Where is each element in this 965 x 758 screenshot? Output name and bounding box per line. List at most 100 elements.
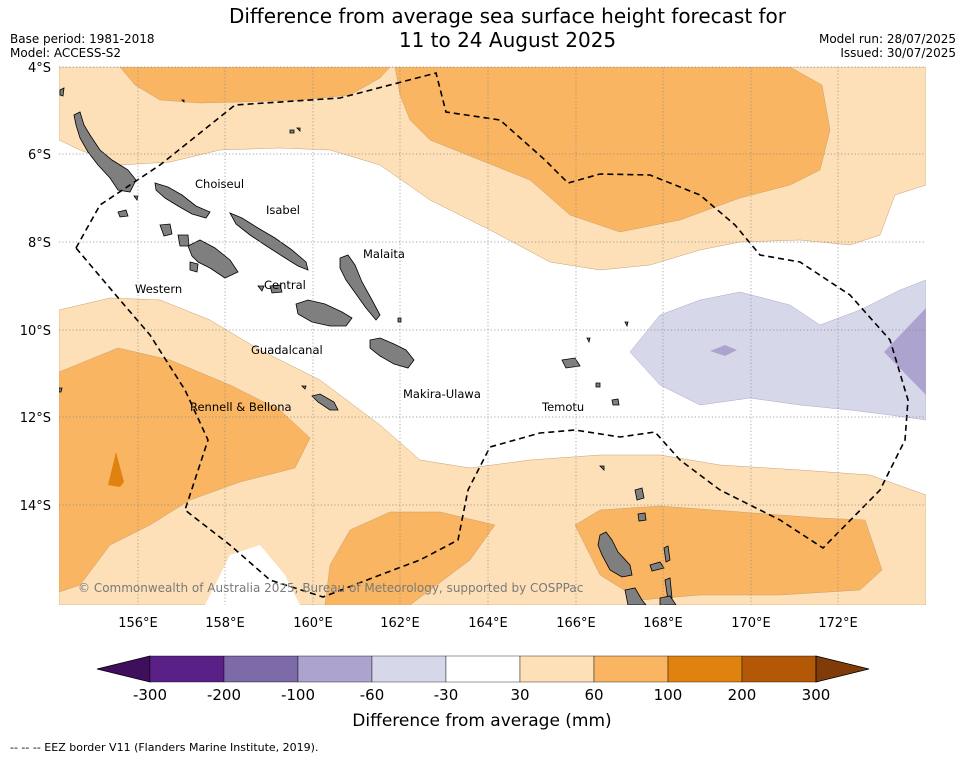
island-north-tiny-1 — [181, 99, 185, 103]
contour-neg60-small — [710, 345, 737, 356]
island-north-tiny-3 — [296, 127, 301, 132]
gridlines — [59, 66, 926, 605]
contour-100-north-west — [119, 67, 391, 104]
island-makira — [369, 337, 415, 369]
lat-tick: 6°S — [28, 148, 51, 163]
lon-tick: 168°E — [643, 616, 683, 631]
island-newgeorgia — [187, 239, 239, 279]
colorbar-tick-label: 200 — [728, 686, 757, 704]
lon-tick: 158°E — [205, 616, 245, 631]
island-tikopia — [595, 382, 601, 388]
colorbar — [96, 655, 870, 683]
island-guadalcanal — [295, 299, 353, 327]
label-guadalcanal: Guadalcanal — [251, 343, 323, 357]
colorbar-segment — [741, 655, 817, 683]
island-reef-1 — [586, 337, 591, 344]
colorbar-extend-high — [815, 655, 870, 683]
land-masses — [59, 87, 677, 605]
island-shortland — [117, 209, 129, 218]
colorbar-tick-label: 60 — [584, 686, 603, 704]
lat-tick: 8°S — [28, 236, 51, 251]
lon-tick: 156°E — [118, 616, 158, 631]
colorbar-tick-label: -200 — [207, 686, 241, 704]
island-buka — [59, 87, 65, 97]
lon-tick: 172°E — [818, 616, 858, 631]
island-malekula — [624, 587, 647, 605]
colorbar-tick-label: 300 — [802, 686, 831, 704]
island-small-west-2 — [301, 385, 307, 390]
colorbar-segment — [223, 655, 299, 683]
island-rennell — [311, 393, 339, 411]
label-temotu: Temotu — [541, 400, 584, 414]
contour-200-south-west — [108, 452, 124, 487]
contour-100-south-east — [574, 505, 883, 601]
island-sikaiana — [397, 317, 402, 323]
latitude-axis: 4°S 6°S 8°S 10°S 12°S 14°S — [20, 61, 51, 514]
contour-100-north-east — [394, 67, 831, 233]
contour-100-south-west — [59, 347, 311, 593]
colorbar-tick-label: -100 — [281, 686, 315, 704]
label-western: Western — [135, 282, 182, 296]
island-russell — [257, 285, 265, 292]
island-pentecost — [663, 545, 671, 563]
place-labels: Choiseul Isabel Malaita Western Central … — [135, 177, 584, 414]
model-run-text: Model run: 28/07/2025 — [818, 32, 956, 46]
label-rennell-bellona: Rennell & Bellona — [190, 400, 292, 414]
island-bougainville — [73, 111, 137, 193]
contour-100-south-central — [324, 511, 496, 605]
contour-layer: © Commonwealth of Australia 2025, Bureau… — [59, 67, 926, 605]
lon-tick: 166°E — [556, 616, 596, 631]
colorbar-tick-label: -300 — [133, 686, 167, 704]
lon-tick: 162°E — [380, 616, 420, 631]
island-isabel — [229, 212, 309, 271]
colorbar-segment — [149, 655, 225, 683]
colorbar-segment — [667, 655, 743, 683]
colorbar-title: Difference from average (mm) — [352, 711, 611, 731]
island-north-tiny-2 — [289, 129, 295, 134]
issued-text: Issued: 30/07/2025 — [840, 46, 956, 60]
lat-tick: 12°S — [20, 411, 51, 426]
island-vanikoro — [611, 398, 620, 406]
island-ambae — [649, 561, 665, 572]
longitude-axis: 156°E 158°E 160°E 162°E 164°E 166°E 168°… — [118, 616, 858, 631]
island-rendova — [189, 261, 199, 273]
island-santacruz — [561, 357, 581, 369]
map-title: Difference from average sea surface heig… — [0, 4, 965, 52]
colorbar-segment — [445, 655, 521, 683]
label-choiseul: Choiseul — [195, 177, 244, 191]
island-torres — [637, 512, 647, 522]
lat-tick: 10°S — [20, 324, 51, 339]
lon-tick: 170°E — [731, 616, 771, 631]
base-period-text: Base period: 1981-2018 — [10, 32, 155, 46]
label-makira-ulawa: Makira-Ulawa — [403, 387, 481, 401]
island-banks — [634, 487, 645, 501]
island-espiritusanto — [597, 531, 633, 578]
island-small-west-3 — [59, 387, 63, 393]
copyright-text: © Commonwealth of Australia 2025, Bureau… — [78, 581, 583, 595]
lat-tick: 14°S — [20, 499, 51, 514]
island-choiseul — [154, 182, 211, 219]
lat-tick: 4°S — [28, 61, 51, 76]
colorbar-tick-label: 100 — [654, 686, 683, 704]
colorbar-segment — [519, 655, 595, 683]
lon-tick: 160°E — [293, 616, 333, 631]
model-text: Model: ACCESS-S2 — [10, 46, 122, 60]
label-central: Central — [264, 278, 306, 292]
colorbar-labels: -300 -200 -100 -60 -30 30 60 100 200 300 — [133, 686, 830, 704]
title-line-2: 11 to 24 August 2025 — [398, 28, 617, 52]
colorbar-tick-label: 30 — [510, 686, 529, 704]
label-isabel: Isabel — [266, 203, 300, 217]
island-florida — [269, 284, 283, 294]
island-epi — [659, 595, 677, 605]
title-line-1: Difference from average sea surface heig… — [228, 4, 787, 28]
colorbar-segment — [593, 655, 669, 683]
label-malaita: Malaita — [363, 247, 405, 261]
contour-neg60-east — [884, 308, 926, 395]
island-reef-2 — [624, 321, 629, 328]
colorbar-tick-label: -60 — [360, 686, 385, 704]
island-vella — [159, 223, 173, 237]
lon-tick: 164°E — [468, 616, 508, 631]
colorbar-tick-label: -30 — [434, 686, 459, 704]
